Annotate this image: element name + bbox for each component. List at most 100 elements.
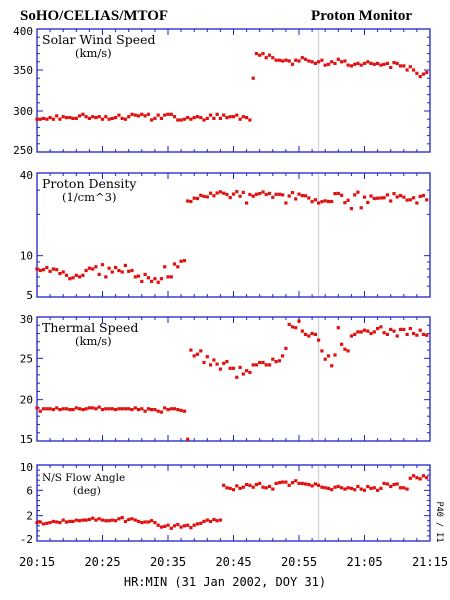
data-point: [41, 116, 46, 120]
data-point: [415, 476, 419, 480]
data-point: [281, 480, 285, 484]
data-point: [290, 191, 295, 195]
data-point: [35, 267, 39, 271]
data-point: [340, 342, 344, 346]
data-point: [336, 57, 340, 61]
data-point: [104, 275, 108, 279]
x-tick-label: 21:05: [346, 555, 382, 569]
data-point: [261, 190, 265, 194]
data-point: [359, 206, 363, 210]
data-point: [408, 476, 412, 480]
data-point: [254, 192, 258, 196]
data-point: [186, 199, 190, 203]
data-point: [238, 194, 242, 198]
data-point: [245, 369, 249, 373]
data-point: [264, 192, 268, 197]
data-point: [94, 518, 98, 522]
data-point: [225, 116, 229, 120]
x-tick-label: 21:15: [412, 555, 448, 569]
data-point: [277, 359, 281, 363]
data-point: [408, 65, 412, 69]
panel-title: Thermal Speed: [42, 320, 138, 335]
data-point: [362, 195, 367, 199]
data-point: [100, 518, 105, 522]
data-point: [78, 519, 82, 523]
data-point: [91, 406, 95, 410]
data-point: [254, 363, 258, 367]
data-point: [163, 406, 167, 410]
data-point: [140, 279, 144, 283]
data-point: [356, 484, 360, 489]
data-point: [146, 407, 150, 411]
data-point: [153, 116, 157, 120]
data-point: [297, 59, 301, 63]
data-point: [225, 192, 229, 197]
data-point: [353, 193, 357, 197]
data-point: [195, 522, 200, 526]
data-point: [369, 486, 373, 490]
data-point: [310, 200, 314, 204]
data-point: [68, 408, 72, 412]
data-point: [209, 113, 213, 117]
data-point: [346, 349, 350, 353]
data-point: [114, 265, 118, 270]
data-point: [84, 407, 88, 411]
data-point: [408, 198, 412, 202]
data-point: [251, 76, 255, 80]
data-point: [313, 198, 317, 202]
data-point: [258, 481, 262, 485]
data-point: [274, 58, 278, 62]
data-point: [254, 483, 258, 487]
data-point: [143, 114, 147, 118]
data-point: [421, 72, 425, 76]
data-point: [326, 199, 331, 204]
data-point: [326, 354, 331, 358]
data-point: [271, 56, 275, 60]
data-point: [235, 190, 239, 194]
data-point: [205, 518, 209, 522]
data-point: [97, 517, 101, 521]
data-point: [199, 116, 203, 120]
data-point: [376, 488, 380, 492]
data-point: [51, 117, 55, 121]
data-point: [74, 273, 78, 277]
data-point: [172, 407, 177, 411]
data-point: [405, 332, 409, 336]
data-point: [294, 326, 298, 330]
data-point: [330, 199, 334, 204]
data-point: [376, 196, 380, 200]
data-point: [418, 194, 422, 198]
data-point: [261, 52, 265, 56]
data-point: [343, 347, 347, 351]
instrument-title: SoHO/CELIAS/MTOF: [20, 8, 168, 24]
data-point: [58, 117, 62, 121]
data-point: [412, 68, 416, 72]
data-point: [100, 263, 105, 267]
data-point: [169, 112, 173, 116]
data-point: [271, 195, 275, 199]
data-point: [307, 59, 311, 63]
data-point: [323, 357, 327, 361]
data-point: [41, 407, 46, 411]
data-point: [238, 117, 242, 121]
data-point: [87, 406, 91, 410]
data-point: [228, 115, 232, 119]
data-point: [372, 486, 376, 490]
data-point: [84, 518, 88, 522]
data-point: [212, 517, 216, 522]
data-point: [215, 191, 219, 195]
x-tick-label: 20:25: [84, 555, 120, 569]
data-point: [222, 483, 226, 487]
data-point: [425, 198, 429, 202]
panel-unit: (1/cm^3): [62, 190, 116, 204]
data-point: [51, 519, 55, 523]
data-point: [323, 199, 327, 203]
data-point: [140, 112, 144, 116]
data-point: [258, 360, 262, 365]
data-point: [231, 192, 236, 196]
data-point: [349, 207, 353, 211]
data-point: [55, 520, 59, 524]
data-point: [143, 520, 147, 524]
data-point: [87, 517, 91, 522]
data-point: [238, 486, 242, 490]
